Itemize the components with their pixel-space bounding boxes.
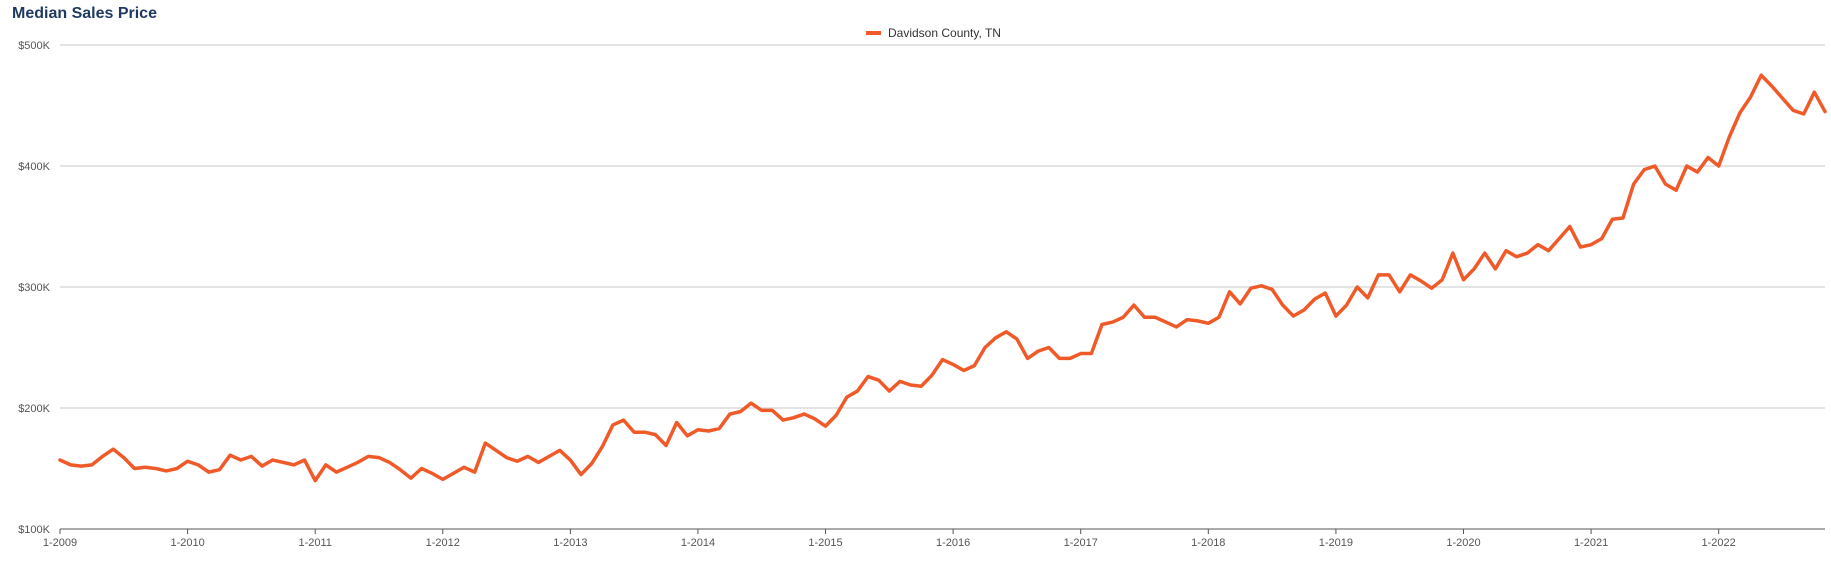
y-tick-label: $400K xyxy=(18,161,50,173)
gridlines xyxy=(60,44,1825,530)
y-tick-label: $500K xyxy=(18,40,50,52)
x-axis: 1-2009 1-2010 1-2011 1-2012 1-2013 1-2014 1-20… xyxy=(43,529,1736,549)
x-tick-label: 1-2019 xyxy=(1319,537,1353,549)
x-tick-label: 1-2014 xyxy=(681,537,715,549)
x-tick-label: 1-2021 xyxy=(1574,537,1608,549)
x-tick-label: 1-2020 xyxy=(1446,537,1480,549)
x-tick-label: 1-2010 xyxy=(170,537,204,549)
x-tick-label: 1-2022 xyxy=(1702,537,1736,549)
x-tick-label: 1-2012 xyxy=(426,537,460,549)
y-tick-label: $200K xyxy=(18,403,50,415)
x-tick-label: 1-2017 xyxy=(1064,537,1098,549)
series-group xyxy=(58,73,1827,483)
y-axis: $100K $200K $300K $400K $500K xyxy=(18,40,50,536)
y-tick-label: $100K xyxy=(18,524,50,536)
y-tick-label: $300K xyxy=(18,282,50,294)
x-tick-label: 1-2018 xyxy=(1191,537,1225,549)
x-tick-label: 1-2016 xyxy=(936,537,970,549)
x-tick-label: 1-2013 xyxy=(553,537,587,549)
legend-label: Davidson County, TN xyxy=(888,26,1001,40)
legend: Davidson County, TN xyxy=(866,26,1001,40)
series-line-davidson-county xyxy=(58,73,1827,483)
x-tick-label: 1-2011 xyxy=(298,537,331,549)
chart-title: Median Sales Price xyxy=(12,5,157,22)
x-tick-label: 1-2009 xyxy=(43,537,77,549)
x-tick-label: 1-2015 xyxy=(808,537,842,549)
